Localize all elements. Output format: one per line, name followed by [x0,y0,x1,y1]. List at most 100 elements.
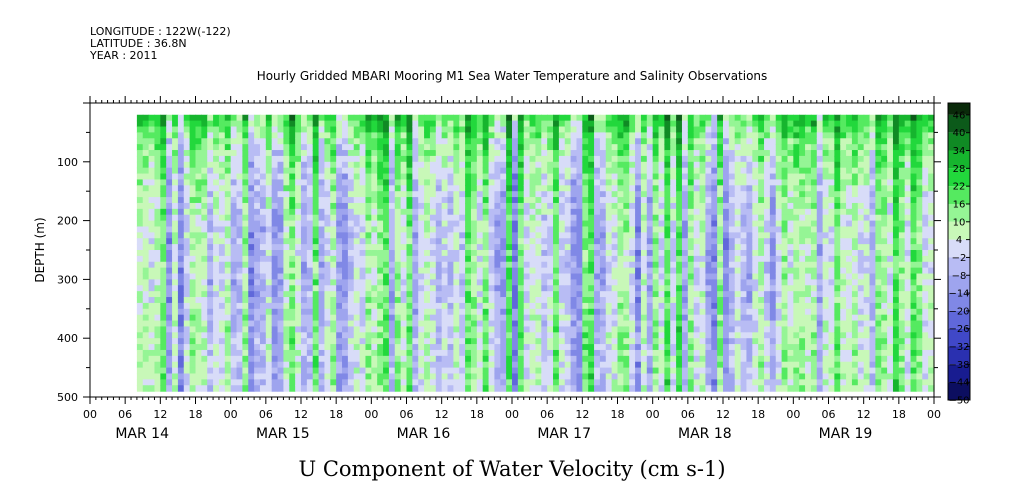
heatmap-cell [353,332,361,339]
heatmap-cell [183,361,191,369]
heatmap-cell [582,132,589,139]
heatmap-cell [342,279,349,286]
heatmap-cell [699,314,707,322]
heatmap-cell [383,144,390,151]
heatmap-cell [646,308,654,316]
heatmap-cell [582,150,589,157]
heatmap-cell [142,114,150,122]
heatmap-cell [447,120,454,128]
heatmap-cell [488,273,496,280]
heatmap-cell [640,161,648,169]
heatmap-cell [412,255,419,263]
heatmap-cell [259,332,267,339]
heatmap-cell [218,132,226,139]
heatmap-cell [236,302,243,310]
heatmap-cell [752,173,759,181]
heatmap-cell [377,320,384,328]
heatmap-cell [271,267,279,275]
heatmap-cell [494,114,501,122]
heatmap-cell [699,220,707,228]
heatmap-cell [658,332,665,339]
heatmap-cell [599,250,607,257]
heatmap-cell [459,320,466,328]
heatmap-cell [400,261,408,269]
heatmap-cell [254,226,261,233]
heatmap-cell [230,285,238,292]
heatmap-cell [136,297,144,304]
heatmap-cell [635,320,642,328]
heatmap-cell [166,261,173,269]
heatmap-cell [523,179,531,186]
heatmap-cell [547,114,554,122]
heatmap-cell [476,220,484,228]
heatmap-cell [242,355,249,363]
heatmap-cell [541,326,548,333]
heatmap-cell [195,244,202,251]
heatmap-cell [664,132,671,139]
heatmap-cell [476,197,484,204]
heatmap-cell [746,285,753,292]
heatmap-cell [611,349,619,357]
heatmap-cell [359,161,367,169]
heatmap-cell [177,132,185,139]
heatmap-cell [218,267,226,275]
heatmap-cell [670,202,677,210]
heatmap-cell [553,132,560,139]
heatmap-cell [640,185,648,192]
heatmap-cell [359,250,367,257]
heatmap-cell [377,150,384,157]
heatmap-cell [353,238,361,245]
heatmap-cell [183,349,191,357]
heatmap-cell [676,273,683,280]
heatmap-cell [330,373,337,380]
heatmap-cell [523,220,531,228]
heatmap-cell [242,226,249,233]
heatmap-cell [558,173,566,181]
heatmap-cell [435,332,443,339]
heatmap-cell [136,314,144,322]
heatmap-cell [705,285,712,292]
heatmap-cell [324,185,331,192]
heatmap-cell [429,273,437,280]
heatmap-cell [207,126,214,133]
heatmap-cell [652,385,660,392]
heatmap-cell [172,232,179,239]
heatmap-cell [142,261,150,269]
heatmap-cell [611,202,619,210]
heatmap-cell [271,191,279,198]
heatmap-cell [371,144,378,151]
heatmap-cell [277,379,285,386]
heatmap-cell [195,161,202,169]
heatmap-cell [553,279,560,286]
heatmap-cell [646,326,654,333]
heatmap-cell [189,326,197,333]
heatmap-cell [664,114,671,122]
heatmap-cell [136,202,144,210]
heatmap-cell [441,379,449,386]
heatmap-cell [136,385,144,392]
heatmap-cell [517,344,525,351]
heatmap-cell [306,232,314,239]
heatmap-cell [740,185,748,192]
heatmap-cell [148,132,156,139]
heatmap-cell [681,332,689,339]
heatmap-cell [148,173,156,181]
heatmap-cell [717,161,724,169]
heatmap-cell [582,385,589,392]
heatmap-cell [564,367,572,375]
heatmap-cell [687,320,695,328]
heatmap-cell [681,179,689,186]
heatmap-cell [553,220,560,228]
heatmap-cell [470,273,478,280]
heatmap-cell [541,138,548,145]
heatmap-cell [306,302,314,310]
heatmap-cell [218,220,226,228]
heatmap-cell [301,273,308,280]
heatmap-cell [353,150,361,157]
heatmap-cell [482,220,490,228]
heatmap-cell [213,385,220,392]
heatmap-cell [681,297,689,304]
heatmap-cell [576,279,583,286]
heatmap-cell [271,138,279,145]
heatmap-cell [259,308,267,316]
